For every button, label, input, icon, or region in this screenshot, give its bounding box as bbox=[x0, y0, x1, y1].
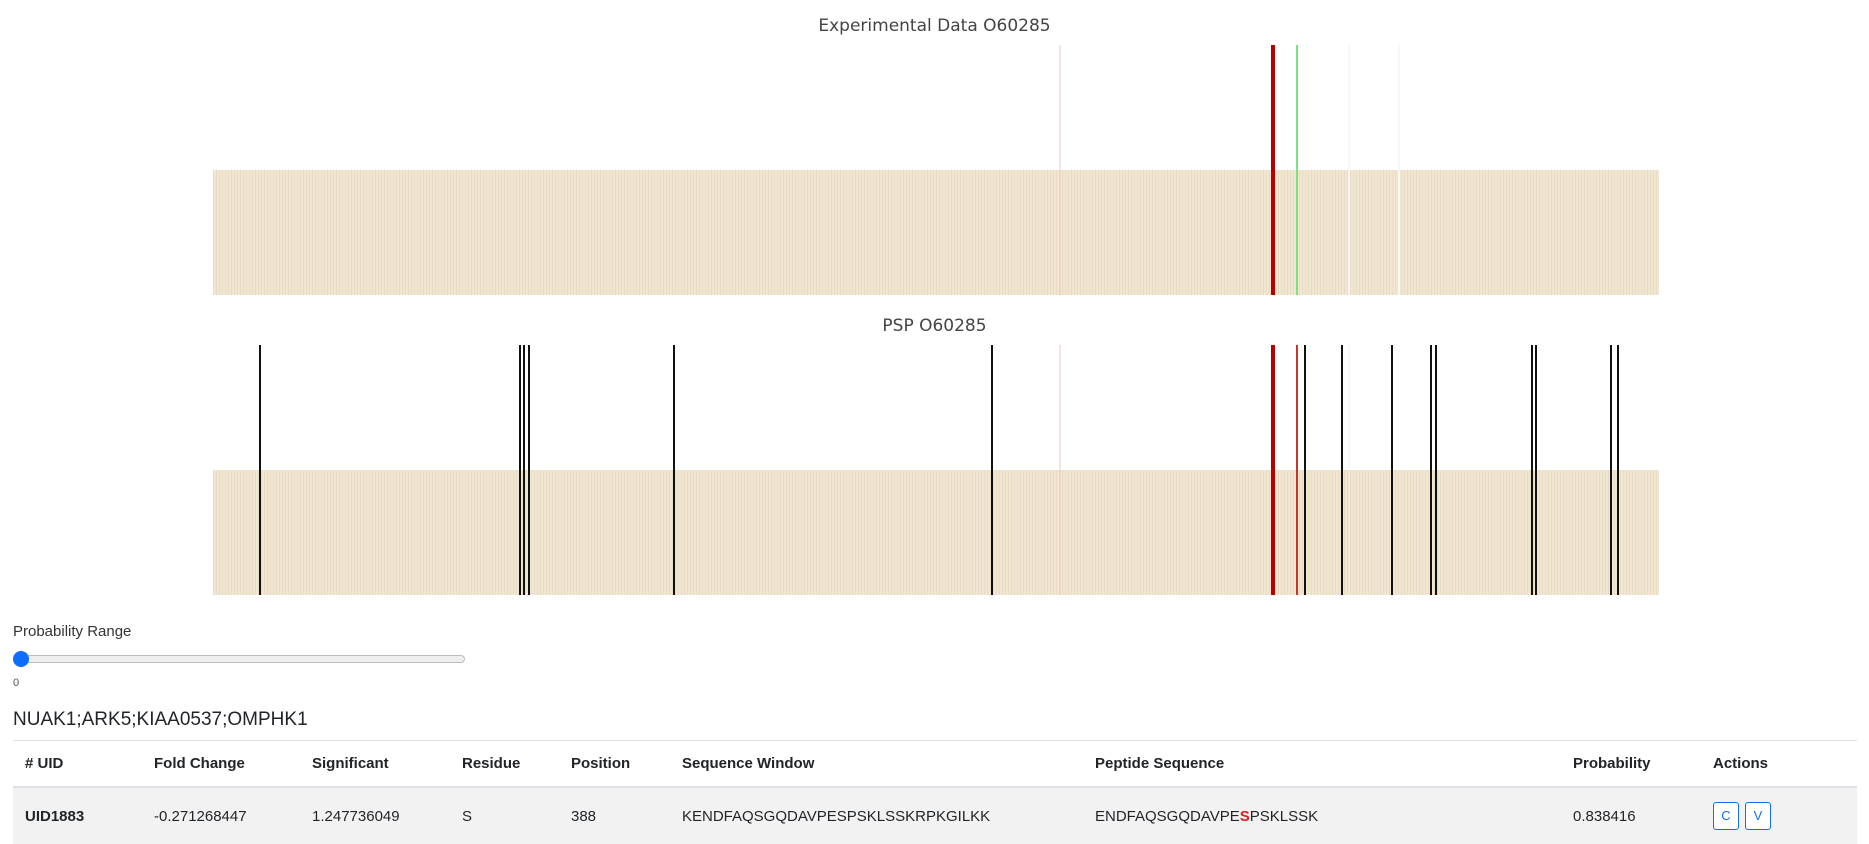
c-action-button[interactable]: C bbox=[1713, 802, 1739, 830]
experimental-chart-title: Experimental Data O60285 bbox=[818, 16, 1051, 36]
psp-site-marker-5[interactable] bbox=[991, 345, 993, 595]
psp-site-marker-11[interactable] bbox=[1348, 345, 1350, 595]
cell-uid: UID1883 bbox=[13, 787, 142, 844]
probability-range-slider-track[interactable] bbox=[13, 655, 465, 663]
peptide-site-residue: S bbox=[1239, 807, 1250, 825]
header-position: Position bbox=[559, 740, 670, 788]
header-actions: Actions bbox=[1701, 740, 1857, 788]
experimental-data-track bbox=[213, 45, 1659, 295]
experimental-site-marker-3[interactable] bbox=[1348, 45, 1350, 295]
experimental-site-marker-4[interactable] bbox=[1398, 45, 1400, 295]
psp-site-marker-4[interactable] bbox=[673, 345, 675, 595]
psp-site-marker-9[interactable] bbox=[1304, 345, 1306, 595]
probability-range-slider-thumb[interactable] bbox=[13, 651, 29, 667]
header-probability: Probability bbox=[1561, 740, 1701, 788]
cell-probability: 0.838416 bbox=[1561, 787, 1701, 844]
header-sequence-window: Sequence Window bbox=[670, 740, 1083, 788]
v-action-button[interactable]: V bbox=[1745, 802, 1771, 830]
table-header-row: # UID Fold Change Significant Residue Po… bbox=[13, 740, 1857, 788]
header-significant: Significant bbox=[300, 740, 450, 788]
cell-residue: S bbox=[450, 787, 559, 844]
psp-data-track bbox=[213, 345, 1659, 595]
psp-site-marker-14[interactable] bbox=[1435, 345, 1437, 595]
protein-name: NUAK1;ARK5;KIAA0537;OMPHK1 bbox=[13, 709, 308, 730]
psp-site-marker-8[interactable] bbox=[1296, 345, 1298, 595]
cell-fold-change: -0.271268447 bbox=[142, 787, 300, 844]
experimental-site-marker-1[interactable] bbox=[1271, 45, 1275, 295]
psp-sequence-background bbox=[213, 470, 1659, 595]
peptide-after-site: PSKLSSK bbox=[1249, 807, 1319, 825]
experimental-sequence-background bbox=[213, 170, 1659, 295]
header-peptide-sequence: Peptide Sequence bbox=[1083, 740, 1561, 788]
cell-significant: 1.247736049 bbox=[300, 787, 450, 844]
psp-site-marker-16[interactable] bbox=[1535, 345, 1537, 595]
psp-site-marker-18[interactable] bbox=[1617, 345, 1619, 595]
cell-sequence-window: KENDFAQSGQDAVPESPSKLSSKRPKGILKK bbox=[670, 787, 1083, 844]
psp-site-marker-7[interactable] bbox=[1271, 345, 1275, 595]
cell-position: 388 bbox=[559, 787, 670, 844]
psp-site-marker-0[interactable] bbox=[259, 345, 261, 595]
psp-site-marker-10[interactable] bbox=[1341, 345, 1343, 595]
table-row: UID1883 -0.271268447 1.247736049 S 388 K… bbox=[13, 787, 1857, 844]
cell-peptide-sequence: ENDFAQSGQDAVPESPSKLSSK bbox=[1083, 787, 1561, 844]
peptide-before-site: ENDFAQSGQDAVPE bbox=[1095, 807, 1240, 825]
header-uid: # UID bbox=[13, 740, 142, 788]
psp-chart-title: PSP O60285 bbox=[882, 316, 987, 336]
probability-range-label: Probability Range bbox=[13, 623, 132, 640]
psp-site-marker-15[interactable] bbox=[1531, 345, 1533, 595]
experimental-residue-stripes bbox=[213, 170, 1657, 295]
psp-site-marker-2[interactable] bbox=[523, 345, 525, 595]
psp-site-marker-6[interactable] bbox=[1059, 345, 1061, 595]
psp-site-marker-1[interactable] bbox=[519, 345, 521, 595]
header-residue: Residue bbox=[450, 740, 559, 788]
sites-table: # UID Fold Change Significant Residue Po… bbox=[13, 740, 1857, 844]
header-fold-change: Fold Change bbox=[142, 740, 300, 788]
psp-site-marker-12[interactable] bbox=[1391, 345, 1393, 595]
experimental-site-marker-2[interactable] bbox=[1296, 45, 1298, 295]
probability-range-value: 0 bbox=[13, 677, 20, 689]
experimental-site-marker-0[interactable] bbox=[1059, 45, 1061, 295]
psp-site-marker-3[interactable] bbox=[528, 345, 530, 595]
psp-site-marker-17[interactable] bbox=[1610, 345, 1612, 595]
psp-site-marker-13[interactable] bbox=[1430, 345, 1432, 595]
psp-residue-stripes bbox=[213, 470, 1657, 595]
